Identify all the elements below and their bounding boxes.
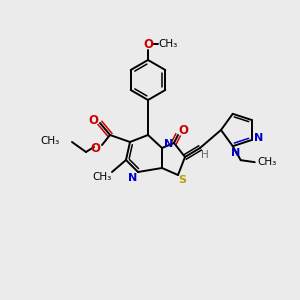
Text: CH₃: CH₃ <box>158 39 178 49</box>
Text: H: H <box>201 150 209 160</box>
Text: O: O <box>88 113 98 127</box>
Text: O: O <box>143 38 153 50</box>
Text: S: S <box>178 175 186 185</box>
Text: CH₃: CH₃ <box>257 157 276 167</box>
Text: CH₃: CH₃ <box>92 172 112 182</box>
Text: O: O <box>90 142 100 154</box>
Text: N: N <box>128 173 138 183</box>
Text: N: N <box>164 139 174 149</box>
Text: N: N <box>254 133 263 143</box>
Text: N: N <box>231 148 240 158</box>
Text: CH₃: CH₃ <box>41 136 60 146</box>
Text: O: O <box>178 124 188 137</box>
